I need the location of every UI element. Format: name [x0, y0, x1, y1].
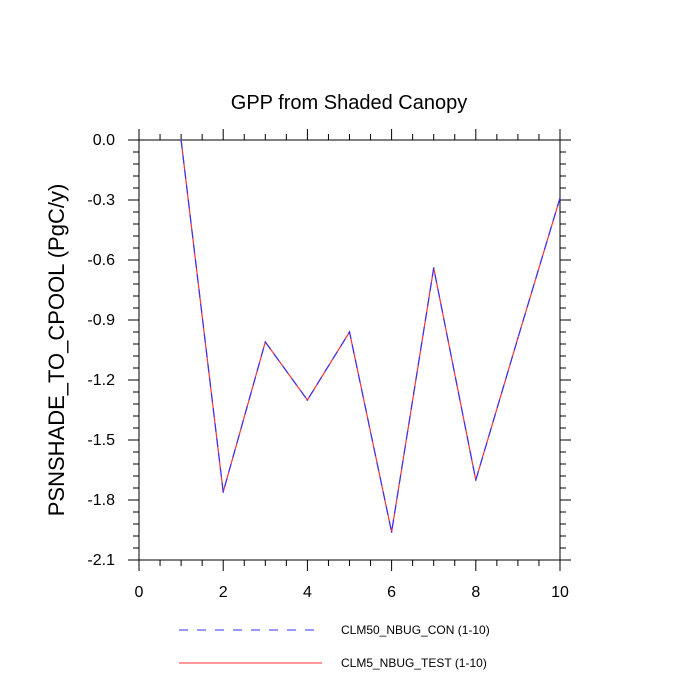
y-tick-label: -1.8 [87, 492, 115, 509]
y-tick-label: -2.1 [87, 552, 115, 569]
y-axis-ticks: 0.0 -0.3 -0.6 -0.9 -1.2 -1.5 -1.8 -2.1 [87, 132, 571, 569]
x-tick-label: 8 [471, 584, 480, 601]
data-point [432, 267, 435, 269]
chart-title: GPP from Shaded Canopy [231, 92, 467, 114]
data-point [517, 337, 519, 339]
series-lines [180, 139, 561, 533]
y-tick-label: 0.0 [93, 132, 115, 149]
x-tick-label: 10 [551, 584, 569, 601]
plot-frame [138, 139, 561, 561]
data-point [180, 139, 182, 141]
x-tick-label: 0 [135, 584, 144, 601]
y-tick-label: -1.2 [87, 372, 115, 389]
legend: CLM50_NBUG_CON (1-10) CLM5_NBUG_TEST (1-1… [179, 623, 490, 670]
x-tick-label: 6 [387, 584, 396, 601]
x-axis-ticks: 0 2 4 6 8 10 [135, 129, 569, 601]
data-point [306, 399, 309, 401]
y-tick-label: -0.3 [87, 192, 115, 209]
y-tick-label: -0.9 [87, 312, 115, 329]
data-point [475, 479, 477, 481]
data-point [390, 531, 393, 533]
data-point [264, 341, 267, 343]
data-point [348, 331, 351, 333]
data-point [222, 491, 224, 493]
legend-label-0: CLM50_NBUG_CON (1-10) [341, 623, 490, 637]
series-line-0 [180, 139, 561, 533]
y-axis-label: PSNSHADE_TO_CPOOL (PgC/y) [44, 184, 69, 517]
legend-label-1: CLM5_NBUG_TEST (1-10) [341, 656, 487, 670]
series-line-1 [180, 139, 561, 533]
plot-border [138, 139, 561, 561]
x-tick-label: 2 [219, 584, 228, 601]
x-tick-label: 4 [303, 584, 312, 601]
y-tick-label: -1.5 [87, 432, 115, 449]
y-tick-label: -0.6 [87, 252, 115, 269]
data-point [559, 197, 561, 199]
